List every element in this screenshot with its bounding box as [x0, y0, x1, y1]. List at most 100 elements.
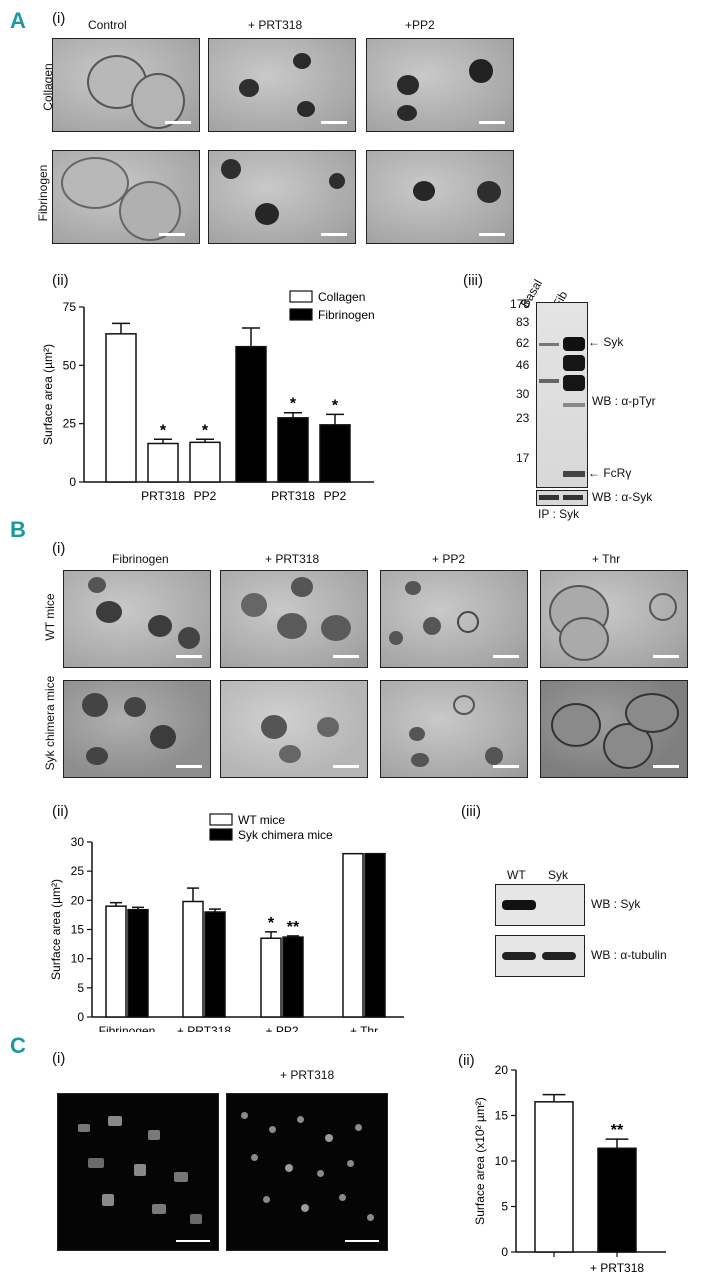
- marker-62: 62: [516, 336, 530, 350]
- panel-b-ii-label: (ii): [52, 803, 69, 820]
- chart-c-y-tick-label: 15: [495, 1109, 509, 1123]
- chart-a-bar: [319, 424, 351, 483]
- row-label-fibrinogen: Fibrinogen: [36, 164, 50, 222]
- micrograph-wt-prt318: [220, 570, 368, 668]
- chart-b-y-tick-label: 5: [77, 981, 84, 995]
- col-label-pp2: +PP2: [405, 18, 435, 32]
- panel-letter-b: B: [10, 517, 26, 542]
- chart-b-legend-label: Syk chimera mice: [238, 828, 333, 842]
- chart-b-legend-swatch: [209, 828, 233, 841]
- panel-a-iii-label: (iii): [463, 272, 483, 289]
- row-label-wt-mice: WT mice: [43, 593, 57, 641]
- blot-syk: [495, 884, 585, 926]
- marker-175: 175: [510, 297, 531, 311]
- arrow-label-fcr: FcRγ: [603, 466, 632, 480]
- c-treatment-label: + PRT318: [280, 1068, 335, 1082]
- micrograph-wt-fibrinogen: [63, 570, 211, 668]
- chart-c-x-tick-label: + PRT318: [590, 1261, 644, 1275]
- micrograph-fibrinogen-control: [52, 150, 200, 244]
- chart-a-y-tick-label: 25: [63, 417, 77, 431]
- marker-46: 46: [516, 358, 530, 372]
- chart-b-legend-swatch: [209, 813, 233, 826]
- chart-b-legend-label: WT mice: [238, 813, 285, 827]
- arrow-fcr: ← FcRγ: [588, 466, 632, 480]
- chart-b-ii: 0 5 10 15 20 25 30 Surface area (µm²) Fibrinogen…: [49, 813, 404, 1032]
- wb-label-ptyr: WB : α-pTyr: [592, 394, 656, 408]
- micrograph-chimera-prt318: [220, 680, 368, 778]
- wb-label-syk: WB : α-Syk: [592, 490, 653, 504]
- lane-label-syk: Syk: [548, 868, 569, 882]
- chart-b-significance: *: [268, 915, 275, 932]
- chart-a-legend-label: Collagen: [318, 290, 365, 304]
- chart-b-y-axis-label: Surface area (µm²): [49, 879, 63, 980]
- chart-b-y-tick-label: 30: [71, 835, 85, 849]
- col-label-fibrinogen: Fibrinogen: [112, 552, 169, 566]
- panel-letter-c: C: [10, 1033, 26, 1058]
- chart-c-y-tick-label: 0: [501, 1245, 508, 1259]
- panel-c-ii-label: (ii): [458, 1052, 475, 1069]
- blot-syk-loading: [536, 490, 588, 506]
- chart-b-y-tick-label: 10: [71, 952, 85, 966]
- chart-b-bar: [204, 911, 226, 1018]
- panel-b-iii-label: (iii): [461, 803, 481, 820]
- chart-a-y-tick-label: 0: [69, 475, 76, 489]
- chart-a-x-tick-label: PP2: [324, 489, 347, 503]
- panel-c-i-label: (i): [52, 1050, 66, 1067]
- col-label-b-pp2: + PP2: [432, 552, 466, 566]
- row-label-syk-chimera: Syk chimera mice: [43, 675, 57, 771]
- chart-c-y-tick-label: 20: [495, 1063, 509, 1077]
- chart-c-significance: **: [611, 1122, 624, 1139]
- fluorescence-image-control: [57, 1093, 219, 1251]
- chart-c-y-tick-label: 10: [495, 1154, 509, 1168]
- chart-a-bar: [147, 442, 179, 483]
- wb-label-tubulin: WB : α-tubulin: [591, 948, 667, 962]
- arrow-label-syk: Syk: [603, 335, 624, 349]
- chart-b-y-tick-label: 25: [71, 864, 85, 878]
- micrograph-collagen-control: [52, 38, 200, 132]
- col-label-prt318: + PRT318: [248, 18, 303, 32]
- chart-a-x-tick-label: PP2: [194, 489, 217, 503]
- micrograph-collagen-prt318: [208, 38, 356, 132]
- chart-a-legend-swatch: [289, 308, 313, 321]
- chart-a-legend-label: Fibrinogen: [318, 308, 375, 322]
- chart-b-bar: [364, 852, 386, 1018]
- chart-a-y-tick-label: 50: [63, 358, 77, 372]
- chart-a-bar: [189, 441, 221, 483]
- chart-a-bar: [235, 345, 267, 483]
- chart-a-bar: [277, 417, 309, 483]
- col-label-control: Control: [88, 18, 127, 32]
- col-label-b-prt318: + PRT318: [265, 552, 320, 566]
- blot-tubulin: [495, 935, 585, 977]
- chart-c-bar: [534, 1101, 574, 1253]
- chart-b-x-tick-label: + PRT318: [177, 1024, 231, 1032]
- fluorescence-image-prt318: [226, 1093, 388, 1251]
- micrograph-wt-pp2: [380, 570, 528, 668]
- chart-b-bar: [182, 900, 204, 1018]
- panel-a-i-label: (i): [52, 10, 66, 27]
- panel-letter-a: A: [10, 8, 26, 33]
- chart-a-significance: *: [160, 422, 167, 439]
- wb-label-b-syk: WB : Syk: [591, 897, 641, 911]
- micrograph-fibrinogen-pp2: [366, 150, 514, 244]
- chart-b-y-tick-label: 15: [71, 923, 85, 937]
- panel-b-i-label: (i): [52, 540, 66, 557]
- ip-label: IP : Syk: [538, 507, 580, 521]
- lane-label-wt: WT: [507, 868, 526, 882]
- marker-23: 23: [516, 411, 530, 425]
- chart-b-y-tick-label: 0: [77, 1010, 84, 1024]
- micrograph-chimera-fibrinogen: [63, 680, 211, 778]
- chart-a-significance: *: [332, 397, 339, 414]
- chart-a-bar: [105, 333, 137, 483]
- arrow-syk: ← Syk: [588, 335, 624, 349]
- blot-ptyr: [536, 302, 588, 488]
- chart-c-y-axis-label: Surface area (x10² µm²): [473, 1097, 487, 1225]
- chart-a-y-axis-label: Surface area (µm²): [41, 344, 55, 445]
- chart-b-x-tick-label: + PP2: [265, 1024, 298, 1032]
- micrograph-chimera-pp2: [380, 680, 528, 778]
- micrograph-chimera-thr: [540, 680, 688, 778]
- micrograph-fibrinogen-prt318: [208, 150, 356, 244]
- chart-b-x-tick-label: Fibrinogen: [99, 1024, 156, 1032]
- micrograph-collagen-pp2: [366, 38, 514, 132]
- chart-b-bar: [342, 852, 364, 1018]
- col-label-b-thr: + Thr: [592, 552, 621, 566]
